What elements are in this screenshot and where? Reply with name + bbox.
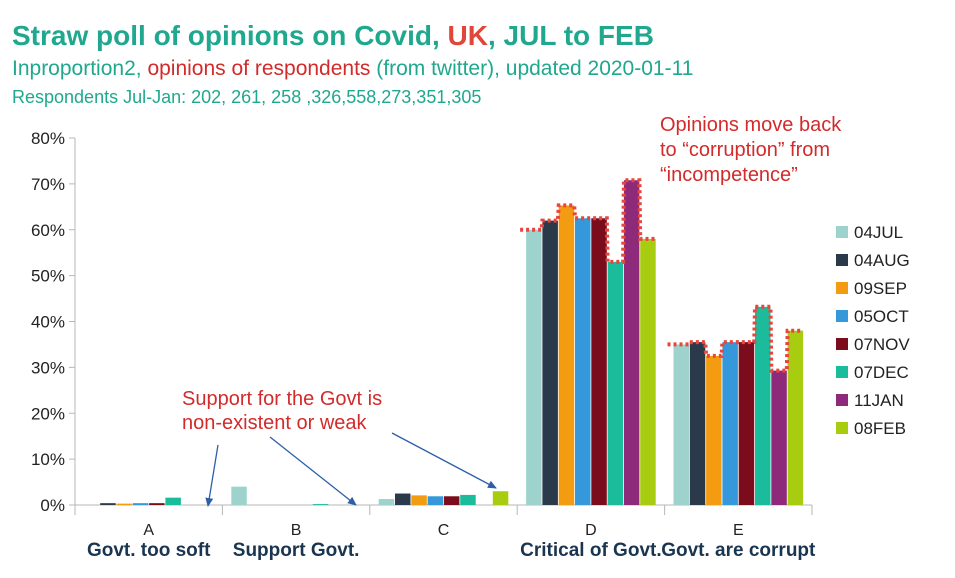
bar: [427, 496, 444, 505]
opinions-annotation: to “corruption” from: [660, 139, 830, 161]
bar: [640, 238, 656, 506]
category-description: Govt. are corrupt: [661, 540, 816, 561]
bar: [149, 503, 165, 505]
legend-label: 04JUL: [854, 223, 903, 242]
category-description: Critical of Govt.: [520, 540, 661, 561]
bar: [132, 503, 149, 505]
legend-label: 05OCT: [854, 307, 909, 326]
y-tick-label: 40%: [31, 313, 65, 332]
x-tick-label: A: [143, 522, 154, 539]
bar: [689, 342, 706, 505]
bar: [116, 503, 132, 505]
annotation-arrow: [205, 444, 219, 507]
legend-label: 11JAN: [854, 391, 904, 410]
bar: [558, 205, 575, 505]
bar: [738, 342, 755, 505]
bar: [673, 344, 689, 505]
legend-swatch: [836, 282, 848, 294]
bar: [492, 491, 509, 505]
bar: [526, 229, 542, 505]
respondents-counts: Respondents Jul-Jan: 202, 261, 258 ,326,…: [12, 87, 482, 107]
bar: [623, 180, 640, 505]
bar: [312, 504, 329, 505]
bar: [542, 220, 558, 505]
opinions-annotation: Opinions move back: [660, 114, 842, 136]
bar: [460, 494, 476, 505]
category-description: Support Govt.: [233, 540, 360, 561]
x-tick-label: E: [733, 522, 744, 539]
category-description: Govt. too soft: [87, 540, 211, 561]
x-tick-label: B: [291, 522, 302, 539]
bar: [100, 503, 116, 505]
chart-subtitle: Inproportion2, opinions of respondents (…: [12, 57, 694, 80]
bar: [231, 486, 247, 505]
opinions-annotation: “incompetence”: [660, 164, 798, 186]
bar: [607, 261, 624, 505]
legend-swatch: [836, 366, 848, 378]
y-tick-label: 0%: [40, 496, 65, 515]
y-tick-label: 60%: [31, 221, 65, 240]
legend-label: 07DEC: [854, 363, 909, 382]
y-tick-label: 30%: [31, 358, 65, 377]
legend-swatch: [836, 338, 848, 350]
legend-label: 04AUG: [854, 251, 910, 270]
bar: [787, 330, 804, 505]
legend-label: 09SEP: [854, 279, 907, 298]
y-tick-label: 20%: [31, 404, 65, 423]
bar: [591, 218, 607, 505]
legend-label: 07NOV: [854, 335, 910, 354]
bar: [395, 493, 411, 505]
bar: [722, 342, 738, 505]
bar: [575, 218, 591, 505]
x-tick-label: D: [585, 522, 597, 539]
chart-title: Straw poll of opinions on Covid, UK, JUL…: [12, 20, 654, 51]
support-annotation: non-existent or weak: [182, 412, 368, 434]
bar: [755, 306, 771, 505]
bar: [378, 499, 395, 505]
legend-swatch: [836, 394, 848, 406]
legend-swatch: [836, 254, 848, 266]
support-annotation: Support for the Govt is: [182, 388, 382, 410]
annotation-arrow: [269, 436, 357, 506]
x-tick-label: C: [438, 522, 450, 539]
legend-swatch: [836, 422, 848, 434]
y-tick-label: 80%: [31, 129, 65, 148]
trend-line: [520, 178, 656, 264]
bar: [165, 497, 181, 505]
legend-swatch: [836, 310, 848, 322]
legend-label: 08FEB: [854, 419, 906, 438]
y-tick-label: 10%: [31, 450, 65, 469]
y-tick-label: 70%: [31, 175, 65, 194]
bar: [443, 496, 460, 505]
bar: [411, 495, 427, 505]
legend-swatch: [836, 226, 848, 238]
y-tick-label: 50%: [31, 267, 65, 286]
bar: [706, 355, 722, 505]
trend-line: [667, 304, 804, 373]
annotation-arrow: [391, 432, 497, 489]
bar: [771, 370, 787, 505]
